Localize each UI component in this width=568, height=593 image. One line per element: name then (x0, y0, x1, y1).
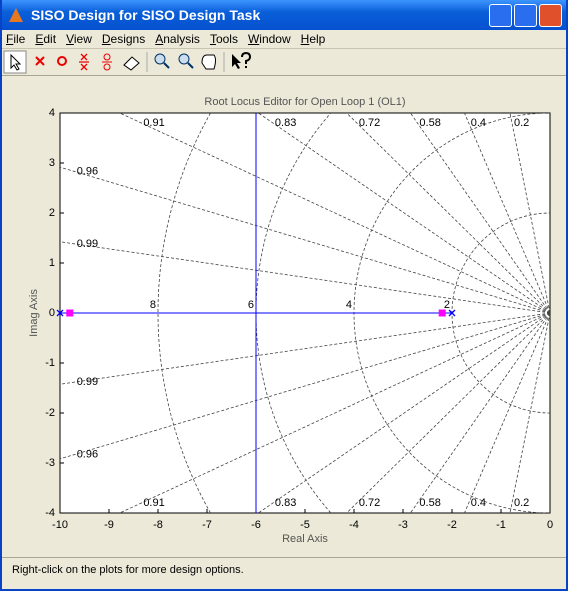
menu-item[interactable]: Edit (35, 32, 57, 46)
menu-item[interactable]: Analysis (155, 32, 200, 46)
damping-grid (118, 113, 550, 314)
status-bar: Right-click on the plots for more design… (2, 557, 566, 581)
damping-label: 0.58 (419, 117, 440, 129)
damping-label: 0.96 (77, 165, 98, 177)
damping-label: 0.72 (359, 497, 380, 509)
plot-area: Root Locus Editor for Open Loop 1 (OL1) … (2, 76, 566, 554)
x-tick-label: -6 (251, 519, 261, 531)
x-tick-label: -3 (398, 519, 408, 531)
x-tick-label: -5 (300, 519, 310, 531)
toolbar (2, 49, 566, 76)
eraser[interactable] (123, 56, 140, 71)
chart-title: Root Locus Editor for Open Loop 1 (OL1) (204, 96, 405, 108)
y-tick-label: 4 (49, 107, 55, 119)
damping-label: 0.99 (77, 376, 98, 388)
closed-loop-pole (66, 309, 74, 317)
x-tick-label: 0 (547, 519, 553, 531)
menu-item[interactable]: File (6, 32, 26, 46)
damping-label: 0.96 (77, 448, 98, 460)
help-pointer[interactable] (232, 51, 252, 69)
closed-loop-pole (438, 309, 446, 317)
pan[interactable] (201, 54, 216, 70)
damping-label: 0.2 (514, 497, 529, 509)
y-tick-label: -4 (45, 507, 55, 519)
title-bar: SISO Design for SISO Design Task (2, 0, 566, 30)
x-tick-label: -4 (349, 519, 359, 531)
menu-item[interactable]: Window (247, 32, 291, 46)
x-tick-label: -10 (52, 519, 68, 531)
add-pole[interactable] (35, 56, 45, 66)
y-axis-label: Imag Axis (28, 289, 40, 337)
y-tick-label: 1 (49, 257, 55, 269)
minimize[interactable] (489, 3, 512, 27)
menu-item[interactable]: Tools (209, 32, 238, 46)
menu-item[interactable]: Help (300, 32, 326, 46)
menu-bar: File Edit View Designs Analysis Tools Window He… (2, 30, 566, 49)
close[interactable] (539, 3, 562, 27)
damping-label: 0.4 (471, 117, 486, 129)
window-title: SISO Design for SISO Design Task (31, 7, 261, 23)
damping-grid (118, 312, 550, 513)
damping-label: 0.2 (514, 117, 529, 129)
maximize[interactable] (514, 3, 537, 27)
x-tick-label: -1 (496, 519, 506, 531)
y-tick-label: 3 (49, 157, 55, 169)
x-tick-label: -2 (447, 519, 457, 531)
x-tick-label: -7 (202, 519, 212, 531)
arrow-icon (10, 53, 22, 71)
zoom-in[interactable] (154, 53, 170, 69)
damping-grid (60, 312, 550, 385)
damping-grid (60, 312, 550, 460)
x-axis-label: Real Axis (282, 533, 328, 545)
add-zero[interactable] (57, 56, 67, 66)
damping-grid (60, 241, 550, 314)
damping-label: 0.99 (77, 238, 98, 250)
app-icon (9, 8, 23, 22)
root-locus-chart: Root Locus Editor for Open Loop 1 (OL1) … (28, 96, 553, 545)
damping-grid (60, 166, 550, 314)
menu-item[interactable]: Designs (101, 32, 146, 46)
damping-label: 0.4 (471, 497, 486, 509)
y-tick-label: -1 (45, 357, 55, 369)
y-tick-label: 0 (49, 307, 55, 319)
y-tick-label: -2 (45, 407, 55, 419)
damping-label: 0.91 (143, 497, 164, 509)
x-tick-label: -8 (153, 519, 163, 531)
menu-item[interactable]: View (66, 32, 92, 46)
y-tick-label: 2 (49, 207, 55, 219)
y-tick-label: -3 (45, 457, 55, 469)
damping-label: 0.72 (359, 117, 380, 129)
add-complex-zero[interactable] (102, 53, 112, 71)
frequency-label: 4 (346, 299, 352, 311)
open-loop-pole (448, 309, 456, 317)
zoom-out[interactable] (178, 53, 194, 69)
frequency-label: 8 (150, 299, 156, 311)
frequency-label: 2 (444, 299, 450, 311)
damping-label: 0.83 (275, 117, 296, 129)
damping-label: 0.91 (143, 117, 164, 129)
toolbar-icons (3, 50, 252, 74)
damping-label: 0.58 (419, 497, 440, 509)
frequency-label: 6 (248, 299, 254, 311)
add-complex-pole[interactable] (79, 53, 89, 71)
x-tick-label: -9 (104, 519, 114, 531)
damping-label: 0.83 (275, 497, 296, 509)
open-loop-pole (56, 309, 64, 317)
